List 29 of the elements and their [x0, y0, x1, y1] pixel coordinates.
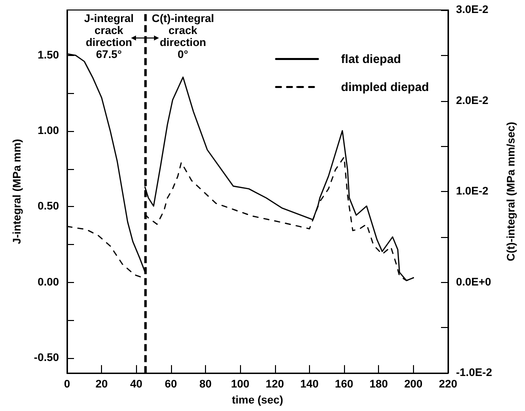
- y2-tick-label: 0.0E+0: [456, 276, 492, 288]
- x-tick-label: 120: [266, 378, 284, 391]
- x-tick-label: 40: [130, 378, 142, 391]
- y-axis-title: J-integral (MPa mm): [12, 138, 24, 244]
- x-tick-label: 100: [231, 378, 250, 391]
- x-tick-label: 220: [438, 378, 458, 391]
- x-tick-label: 0: [64, 378, 70, 391]
- x-tick-label: 140: [300, 378, 319, 391]
- y-tick-label: -0.50: [34, 352, 59, 364]
- x-tick-label: 160: [334, 378, 354, 391]
- x-axis-title: time (sec): [232, 394, 284, 406]
- x-tick-label: 80: [199, 378, 212, 391]
- y2-tick-label: 3.0E-2: [456, 4, 488, 16]
- y-tick-label: 1.00: [38, 125, 59, 138]
- annotation: J-integral crack direction 67.5°: [84, 13, 134, 61]
- y-tick-label: 0.00: [38, 276, 59, 288]
- y2-tick-label: 1.0E-2: [456, 186, 488, 198]
- annotation: C(t)-integral crack direction 0°: [152, 13, 214, 61]
- y-tick-label: 1.50: [38, 49, 59, 62]
- legend-label: dimpled diepad: [341, 80, 430, 94]
- y2-axis-title: C(t)-integral (MPa mm/sec): [506, 122, 518, 262]
- y-tick-label: 0.50: [38, 200, 59, 213]
- legend-label: flat diepad: [341, 52, 402, 66]
- x-tick-label: 200: [404, 378, 423, 391]
- y2-tick-label: -1.0E-2: [456, 367, 492, 380]
- x-tick-label: 180: [370, 378, 388, 391]
- x-tick-label: 20: [96, 378, 108, 391]
- x-tick-label: 60: [164, 378, 178, 391]
- y2-tick-label: 2.0E-2: [456, 94, 488, 107]
